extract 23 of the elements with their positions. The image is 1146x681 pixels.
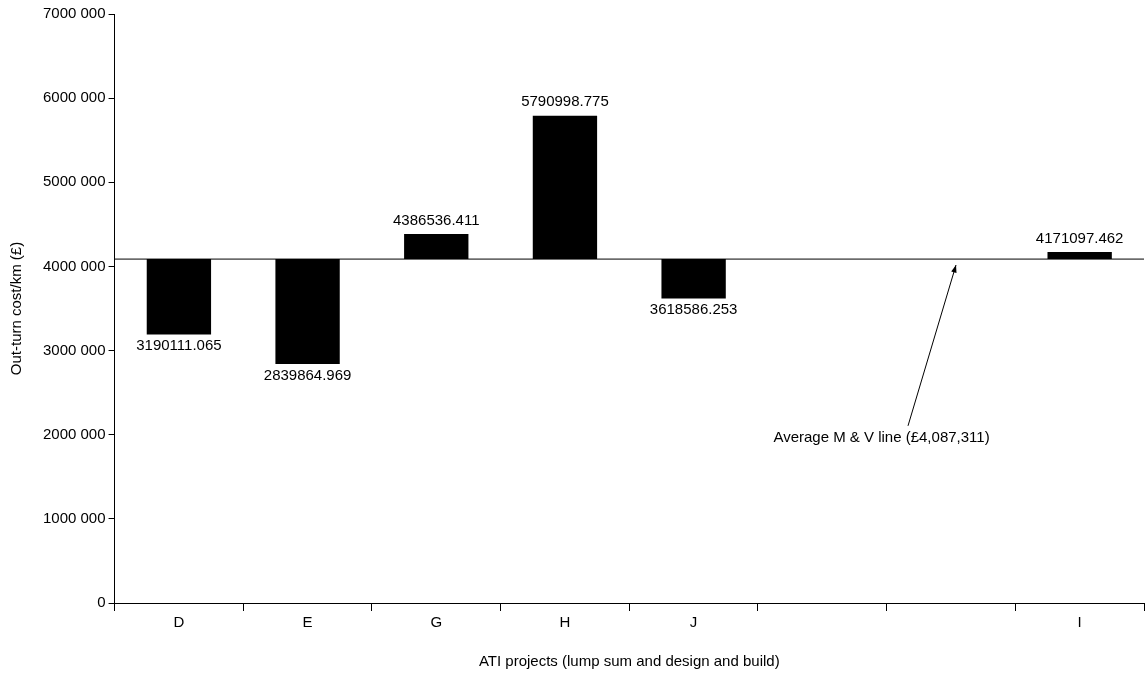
- y-tick-label: 2000 000: [42, 424, 106, 442]
- data-label: 2839864.969: [263, 365, 352, 383]
- ref-line-label: Average M & V line (£4,087,311): [773, 428, 990, 446]
- data-label: 3618586.253: [649, 300, 738, 318]
- y-axis-title: Out-turn cost/km (£): [7, 241, 25, 376]
- y-tick-label: 6000 000: [42, 88, 106, 106]
- x-tick-label: D: [173, 613, 185, 631]
- x-tick-label: J: [689, 613, 698, 631]
- y-tick-label: 7000 000: [42, 4, 106, 22]
- y-tick-label: 1000 000: [42, 509, 106, 526]
- data-label: 4386536.411: [393, 210, 480, 228]
- x-axis-title: ATI projects (lump sum and design and build): [478, 652, 780, 670]
- y-tick-label: 3000 000: [42, 340, 106, 358]
- x-tick-label: G: [430, 613, 443, 631]
- x-tick-label: E: [302, 613, 313, 631]
- data-label: 5790998.775: [521, 92, 609, 110]
- y-tick-label: 4000 000: [42, 256, 106, 274]
- x-tick-label: H: [559, 613, 571, 631]
- data-label: 4171097.462: [1035, 228, 1124, 246]
- x-tick-label: I: [1077, 613, 1082, 631]
- data-label: 3190111.065: [136, 336, 222, 354]
- y-tick-label: 5000 000: [42, 172, 106, 190]
- y-tick-label: 0: [97, 593, 106, 611]
